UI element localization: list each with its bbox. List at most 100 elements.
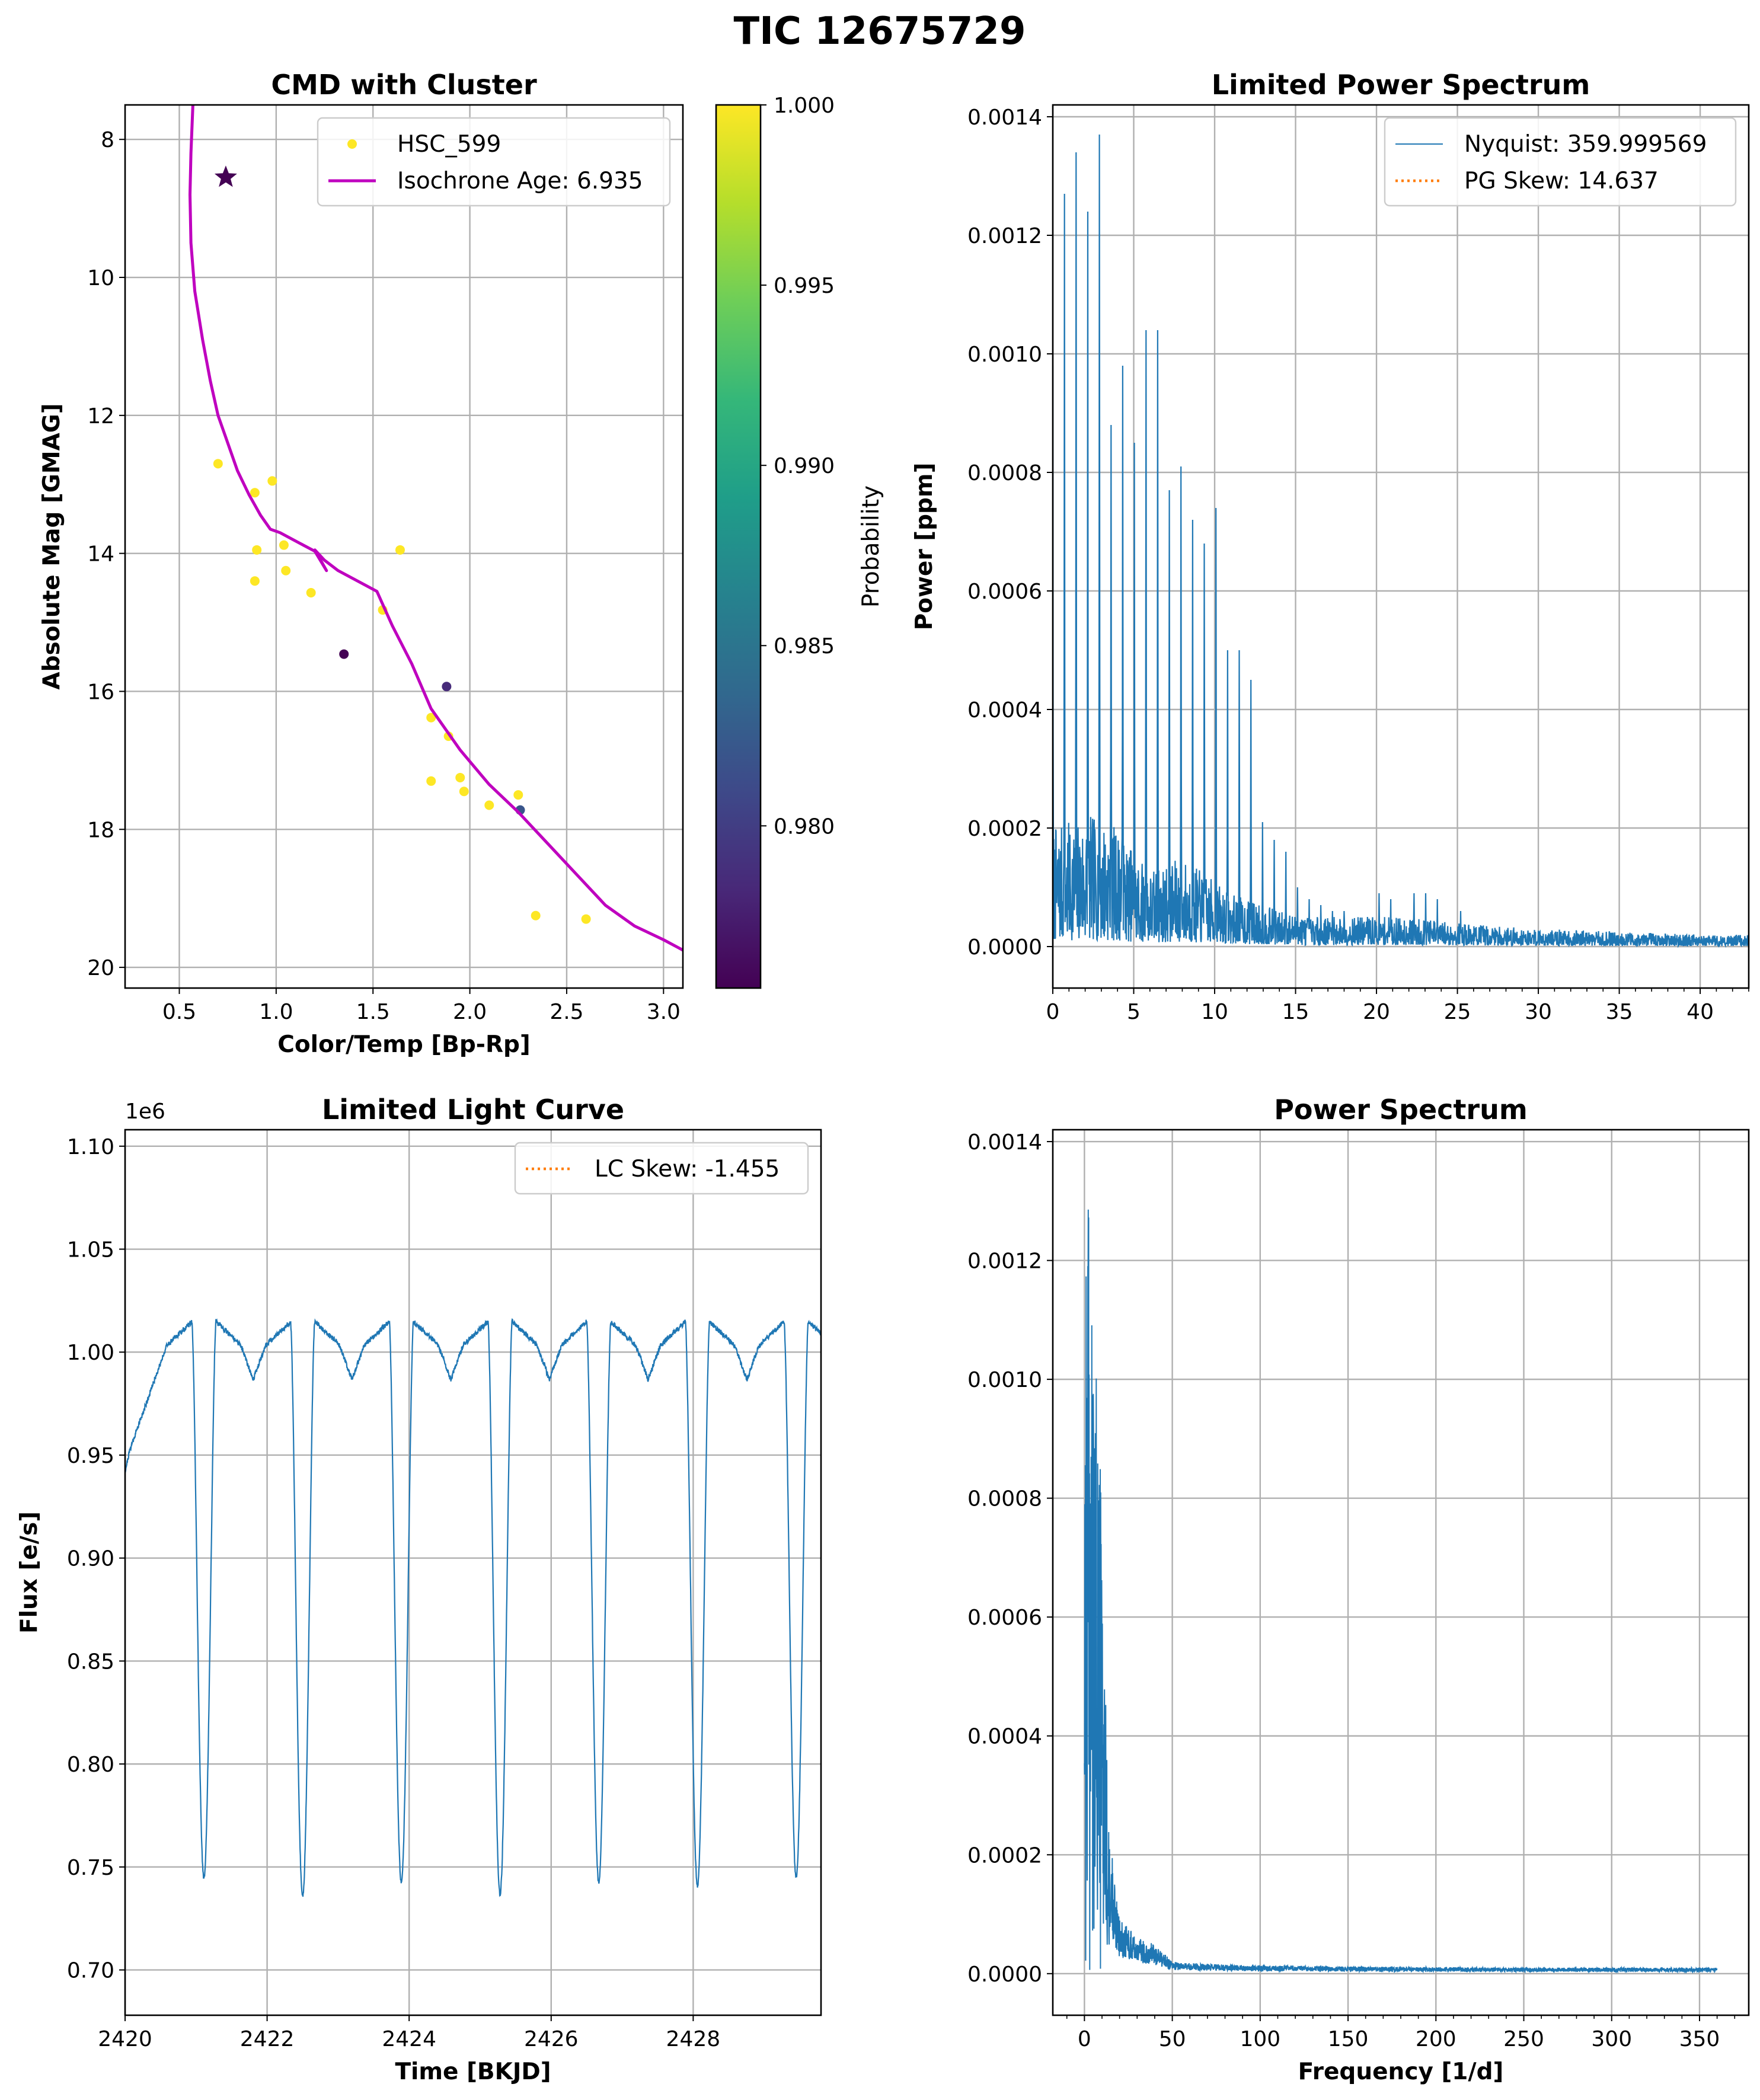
colorbar-tick-label: 0.990 xyxy=(774,454,835,478)
chart-title: Power Spectrum xyxy=(1274,1094,1528,1126)
y-tick-label: 0.70 xyxy=(67,1959,114,1983)
x-tick-label: 1.5 xyxy=(356,1000,390,1024)
y-tick-label: 0.0002 xyxy=(967,1843,1042,1868)
x-tick-label: 5 xyxy=(1127,1000,1141,1024)
x-tick-label: 300 xyxy=(1591,2027,1632,2051)
cluster-point xyxy=(459,787,469,797)
figure-title: TIC 12675729 xyxy=(734,9,1026,53)
y-tick-label: 0.0000 xyxy=(967,935,1042,960)
cluster-point xyxy=(531,910,541,920)
y-tick-label: 0.0006 xyxy=(967,1606,1042,1630)
y-tick-label: 0.0002 xyxy=(967,817,1042,841)
cluster-point xyxy=(267,476,277,486)
cluster-point xyxy=(250,488,260,498)
x-tick-label: 200 xyxy=(1416,2027,1456,2051)
legend-box xyxy=(1384,117,1737,207)
cluster-point xyxy=(250,576,260,586)
y-tick-label: 0.0006 xyxy=(967,580,1042,604)
y-offset-label: 1e6 xyxy=(125,1099,165,1124)
chart-title: CMD with Cluster xyxy=(271,69,537,101)
y-tick-label: 14 xyxy=(87,542,114,567)
y-axis-label: Flux [e/s] xyxy=(16,1511,43,1634)
cluster-point xyxy=(339,649,349,659)
x-tick-label: 2.0 xyxy=(453,1000,487,1024)
x-tick-label: 3.0 xyxy=(647,1000,681,1024)
x-axis-label: Time [BKJD] xyxy=(395,2059,551,2085)
y-tick-label: 12 xyxy=(87,404,114,429)
y-tick-label: 0.0014 xyxy=(967,106,1042,130)
x-tick-label: 2424 xyxy=(382,2027,436,2051)
x-tick-label: 350 xyxy=(1679,2027,1720,2051)
x-tick-label: 2420 xyxy=(98,2027,152,2051)
x-tick-label: 35 xyxy=(1606,1000,1633,1024)
colorbar-tick-label: 0.985 xyxy=(774,634,835,659)
legend-label: Isochrone Age: 6.935 xyxy=(397,168,643,194)
y-tick-label: 8 xyxy=(101,128,114,152)
x-tick-label: 25 xyxy=(1444,1000,1471,1024)
x-axis-label: Frequency [1/d] xyxy=(1298,2059,1504,2085)
x-tick-label: 2426 xyxy=(524,2027,579,2051)
x-tick-label: 100 xyxy=(1240,2027,1280,2051)
legend-label: HSC_599 xyxy=(397,131,501,158)
legend-label: Nyquist: 359.999569 xyxy=(1464,131,1707,158)
cluster-point xyxy=(306,587,316,597)
cluster-point xyxy=(455,772,465,782)
y-tick-label: 1.10 xyxy=(67,1135,114,1159)
limited-ps-plot-area xyxy=(1053,134,1749,948)
y-tick-label: 20 xyxy=(87,956,114,980)
cluster-point xyxy=(513,790,523,800)
y-tick-label: 0.95 xyxy=(67,1444,114,1468)
power-spectrum-series xyxy=(1084,1209,1718,1974)
light-curve-series xyxy=(125,1318,821,1897)
y-tick-label: 1.05 xyxy=(67,1238,114,1262)
x-tick-label: 20 xyxy=(1363,1000,1390,1024)
y-tick-label: 0.0000 xyxy=(967,1962,1042,1987)
limited-ps-series xyxy=(1053,134,1749,948)
chart-title: Limited Power Spectrum xyxy=(1212,69,1590,101)
y-axis-label: Absolute Mag [GMAG] xyxy=(39,403,65,689)
cluster-point xyxy=(484,800,494,810)
y-tick-label: 16 xyxy=(87,680,114,704)
colorbar-label: Probability xyxy=(858,485,884,608)
colorbar-tick-label: 0.980 xyxy=(774,814,835,839)
isochrone-line xyxy=(189,105,683,952)
cluster-point xyxy=(281,565,291,576)
axes-frame xyxy=(124,104,684,989)
x-tick-label: 2.5 xyxy=(550,1000,583,1024)
y-tick-label: 0.85 xyxy=(67,1650,114,1674)
power_spectrum-axes: 0 50 100 150 200 250 300 350 0.0000 0.0002 0.0004 0… xyxy=(967,1094,1750,2085)
y-tick-label: 0.80 xyxy=(67,1753,114,1777)
colorbar: 0.980 0.985 0.990 0.995 1.000 Probability xyxy=(715,94,884,989)
cluster-point xyxy=(279,540,289,550)
x-tick-label: 0 xyxy=(1078,2027,1091,2051)
x-tick-label: 40 xyxy=(1686,1000,1714,1024)
colorbar-scale xyxy=(715,104,762,989)
legend-box xyxy=(317,117,671,207)
cmd-plot-area xyxy=(189,105,683,952)
axes-frame xyxy=(1052,1129,1750,2016)
x-tick-label: 30 xyxy=(1525,1000,1552,1024)
y-tick-label: 0.75 xyxy=(67,1856,114,1880)
target-star-marker xyxy=(214,165,237,187)
cluster-point xyxy=(252,545,262,555)
x-tick-label: 1.0 xyxy=(259,1000,293,1024)
x-axis-label: Color/Temp [Bp-Rp] xyxy=(277,1031,531,1058)
cluster-point xyxy=(442,682,452,692)
y-tick-label: 0.0010 xyxy=(967,1368,1042,1392)
y-tick-label: 0.0008 xyxy=(967,461,1042,485)
y-tick-label: 0.0014 xyxy=(967,1130,1042,1155)
legend-label: PG Skew: 14.637 xyxy=(1464,168,1659,194)
chart-title: Limited Light Curve xyxy=(322,1094,624,1126)
legend-box xyxy=(514,1142,809,1195)
colorbar-tick-label: 0.995 xyxy=(774,274,835,298)
y-tick-label: 0.0008 xyxy=(967,1487,1042,1511)
y-tick-label: 18 xyxy=(87,818,114,842)
y-tick-label: 1.00 xyxy=(67,1341,114,1365)
y-tick-label: 0.0004 xyxy=(967,698,1042,723)
cmd-axes: 0.5 1.0 1.5 2.0 2.5 3.0 8 10 12 14 16 18 20 CMD with … xyxy=(39,69,684,1058)
power_spectrum-grid xyxy=(1053,1130,1749,2015)
x-tick-label: 50 xyxy=(1159,2027,1186,2051)
y-axis-label: Power [ppm] xyxy=(911,463,938,631)
